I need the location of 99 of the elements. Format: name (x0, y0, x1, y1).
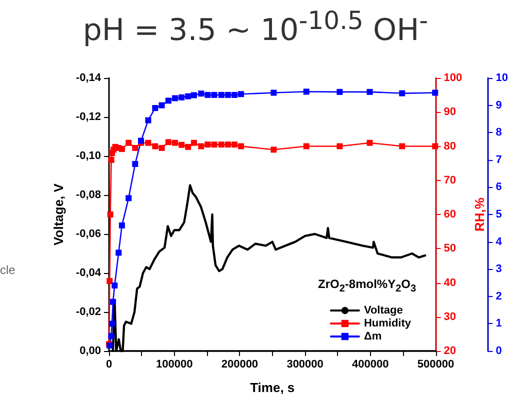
y3-tick-label: 9 (496, 99, 502, 112)
y2-tick-label: 100 (444, 72, 462, 84)
y2-tick-label: 20 (444, 345, 456, 357)
point (112, 282, 118, 288)
annotation: ZrO$_{2}$-8mol%Y$_{2}$O$_{3}$ (318, 277, 416, 294)
point (106, 278, 113, 284)
y-tick-label: 0,00 (80, 345, 101, 357)
point (399, 90, 406, 96)
point (126, 140, 132, 146)
point (198, 143, 204, 150)
point (108, 332, 114, 339)
chart-title: pH = 3.5 ~ 10$^{-10.5}$ OH$^{-}$ (82, 6, 430, 48)
y-tick-label: -0,06 (76, 228, 101, 240)
y-tick-label: -0,08 (76, 189, 101, 201)
y-tick-label: -0,12 (76, 111, 101, 123)
y3-tick-label: 5 (496, 208, 502, 220)
point (110, 298, 116, 305)
point (145, 117, 152, 124)
point (211, 92, 218, 98)
y-tick-label: -0,14 (76, 72, 102, 84)
point (172, 140, 178, 146)
y2-tick-label: 90 (444, 106, 456, 118)
point (238, 91, 244, 98)
point (432, 143, 438, 150)
point (132, 144, 138, 151)
x-tick-label: 300000 (286, 358, 324, 370)
point (231, 92, 238, 98)
point (270, 146, 277, 153)
point (224, 92, 231, 98)
y3-tick-label: 6 (496, 181, 502, 194)
point (432, 90, 438, 96)
point (224, 142, 231, 148)
point (107, 212, 114, 218)
point (399, 143, 406, 150)
y2-tick-label: 70 (444, 174, 456, 186)
x-tick-label: 100000 (156, 358, 193, 370)
point (178, 142, 185, 148)
point (152, 143, 158, 150)
point (204, 92, 211, 98)
point (366, 88, 373, 95)
point (270, 90, 277, 96)
point (303, 88, 310, 95)
y-tick-label: -0,10 (76, 150, 101, 162)
y-tick-label: -0,04 (76, 267, 102, 279)
legend-label: Voltage (364, 304, 403, 316)
point (218, 92, 224, 98)
point (126, 195, 132, 202)
point (116, 250, 122, 256)
y3-tick-label: 1 (496, 318, 502, 330)
x-axis-title: Time, s (250, 380, 295, 395)
x-tick-label: 200000 (221, 358, 258, 370)
point (108, 156, 114, 163)
point (190, 92, 197, 98)
y2-tick-label: 80 (444, 140, 456, 152)
point (118, 146, 125, 152)
point (218, 142, 224, 148)
point (118, 222, 125, 228)
point (165, 139, 172, 146)
y-tick-label: -0,02 (76, 306, 101, 318)
y3-tick-label: 10 (496, 72, 508, 84)
y2-tick-label: 50 (444, 242, 456, 255)
point (158, 144, 165, 151)
x-tick-label: 400000 (352, 358, 389, 370)
point (204, 142, 211, 148)
y3-tick-label: 8 (496, 126, 502, 139)
point (165, 98, 172, 104)
y2-tick-label: 30 (444, 310, 456, 323)
y2-tick-label: 60 (444, 208, 456, 220)
x-tick-label: 0 (106, 358, 112, 370)
point (185, 144, 192, 150)
point (109, 320, 116, 327)
y2-axis-title: RH,% (472, 197, 488, 232)
point (336, 143, 343, 150)
point (152, 105, 158, 112)
point (198, 90, 204, 97)
y2-tick-label: 40 (444, 276, 456, 289)
y-axis-title: Voltage, V (51, 183, 66, 246)
point (190, 140, 197, 146)
y3-tick-label: 7 (496, 154, 502, 166)
point (172, 95, 178, 102)
point (132, 160, 138, 167)
point (145, 140, 152, 146)
y3-tick-label: 0 (496, 345, 502, 357)
point (366, 140, 373, 146)
point (336, 88, 343, 95)
point (231, 142, 238, 148)
legend-label: Δm (364, 330, 382, 342)
point (211, 142, 218, 148)
point (185, 93, 192, 100)
point (303, 143, 310, 150)
legend-label: Humidity (364, 318, 412, 330)
x-tick-label: 500000 (417, 358, 454, 370)
point (178, 94, 185, 100)
text: cle (0, 263, 16, 277)
point (238, 143, 244, 150)
y3-tick-label: 4 (496, 236, 503, 248)
point (158, 102, 165, 108)
y3-tick-label: 3 (496, 263, 502, 276)
y3-tick-label: 2 (496, 290, 502, 302)
